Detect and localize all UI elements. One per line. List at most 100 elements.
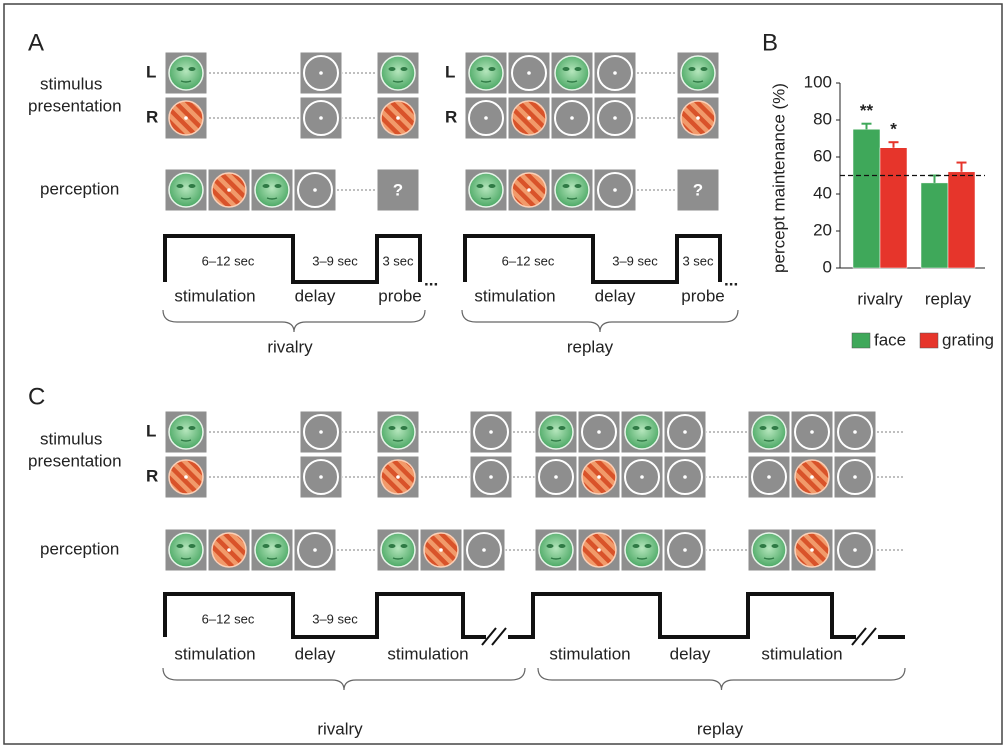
- eye: [275, 184, 282, 188]
- y-tick-label: 40: [813, 183, 832, 202]
- fixation: [227, 548, 231, 552]
- stimulus-icon: [251, 529, 293, 571]
- face: [381, 533, 415, 567]
- face: [169, 533, 203, 567]
- stimulus-icon: [165, 529, 207, 571]
- bar: [948, 172, 975, 268]
- brace: [163, 668, 525, 690]
- fixation: [640, 475, 644, 479]
- stimulus-icon: [208, 169, 250, 211]
- face: [752, 415, 786, 449]
- duration: 3 sec: [382, 253, 414, 268]
- eye: [547, 426, 554, 430]
- phase: stimulation: [549, 644, 630, 663]
- stimulus-icon: [294, 529, 336, 571]
- eye: [772, 544, 779, 548]
- face: [255, 173, 289, 207]
- fixation: [613, 188, 617, 192]
- stimulus-icon: [664, 456, 706, 498]
- phase: delay: [595, 286, 636, 305]
- stimulus-icon: [508, 97, 550, 139]
- y-tick-label: 100: [804, 72, 832, 91]
- fixation: [319, 71, 323, 75]
- stimulus-icon: [551, 97, 593, 139]
- brace: [163, 310, 425, 332]
- face: [381, 415, 415, 449]
- stimulus-icon: [791, 456, 833, 498]
- fixation: [184, 475, 188, 479]
- face: [752, 533, 786, 567]
- fixation: [489, 430, 493, 434]
- fixation: [597, 548, 601, 552]
- stimulus-icon: [300, 456, 342, 498]
- eye: [760, 544, 767, 548]
- probe-mark: ?: [693, 180, 703, 199]
- fixation: [613, 116, 617, 120]
- fixation: [439, 548, 443, 552]
- stimulus-icon: [791, 529, 833, 571]
- fixation: [527, 116, 531, 120]
- stimulus-icon: [508, 52, 550, 94]
- row-label: presentation: [28, 451, 122, 470]
- eye: [401, 426, 408, 430]
- stimulus-icon: [834, 411, 876, 453]
- stimulus-icon: [377, 52, 419, 94]
- duration: 3 sec: [682, 253, 714, 268]
- fixation: [482, 548, 486, 552]
- face: [169, 415, 203, 449]
- stimulus-icon: [377, 97, 419, 139]
- stimulus-icon: [594, 97, 636, 139]
- eye: [189, 67, 196, 71]
- stimulus-icon: [578, 529, 620, 571]
- stimulus-icon: [664, 529, 706, 571]
- fixation: [396, 475, 400, 479]
- panel-label: C: [28, 383, 45, 410]
- eye: [401, 544, 408, 548]
- stimulus-icon: [578, 456, 620, 498]
- eye: [389, 67, 396, 71]
- fixation: [527, 188, 531, 192]
- stimulus-icon: [465, 169, 507, 211]
- stimulus-icon: [621, 456, 663, 498]
- x-tick-label: replay: [925, 289, 972, 308]
- face: [625, 415, 659, 449]
- stimulus-icon: [535, 411, 577, 453]
- face: [539, 533, 573, 567]
- condition: replay: [567, 337, 614, 356]
- eye: [689, 67, 696, 71]
- stimulus-icon: [470, 411, 512, 453]
- fixation: [319, 475, 323, 479]
- fixation: [613, 71, 617, 75]
- fixation: [319, 116, 323, 120]
- duration: 6–12 sec: [202, 253, 255, 268]
- eye: [645, 426, 652, 430]
- eye: [559, 544, 566, 548]
- row-label: presentation: [28, 96, 122, 115]
- stimulus-icon: [208, 529, 250, 571]
- stimulus-icon: [594, 169, 636, 211]
- stimulus-icon: [463, 529, 505, 571]
- eye: [189, 184, 196, 188]
- stimulus-icon: [165, 97, 207, 139]
- stimulus-icon: [551, 52, 593, 94]
- duration: 6–12 sec: [202, 611, 255, 626]
- fixation: [489, 475, 493, 479]
- eye: [633, 544, 640, 548]
- face: [381, 56, 415, 90]
- brace: [538, 668, 905, 690]
- eye: [563, 67, 570, 71]
- phase: stimulation: [174, 644, 255, 663]
- eye-label: L: [445, 62, 455, 81]
- y-tick-label: 60: [813, 146, 832, 165]
- fixation: [484, 116, 488, 120]
- fixation: [227, 188, 231, 192]
- condition: replay: [697, 719, 744, 738]
- fixation: [853, 475, 857, 479]
- fixation: [810, 548, 814, 552]
- eye: [275, 544, 282, 548]
- face: [555, 56, 589, 90]
- stimulus-icon: [508, 169, 550, 211]
- timeline: [508, 594, 856, 637]
- stimulus-icon: [791, 411, 833, 453]
- stimulus-icon: [748, 411, 790, 453]
